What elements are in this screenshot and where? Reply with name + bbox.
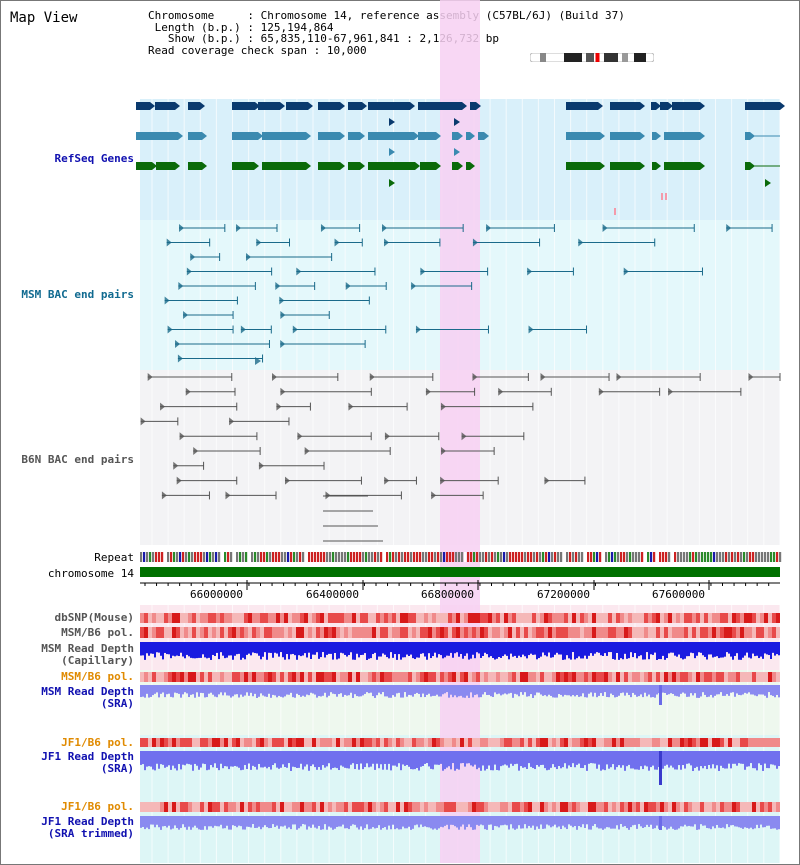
track-label-jf1-depth-sra: JF1 Read Depth (SRA) xyxy=(41,750,134,775)
axis-tick-label: 67600000 xyxy=(652,588,705,601)
track-label-b6n-bac: B6N BAC end pairs xyxy=(21,453,134,466)
track-label-msm-b6-pol: MSM/B6 pol. xyxy=(61,626,134,639)
axis-tick-label: 67200000 xyxy=(537,588,590,601)
region-info: Chromosome : Chromosome 14, reference as… xyxy=(148,10,625,56)
track-label-msm-depth-sra: MSM Read Depth (SRA) xyxy=(41,685,134,710)
axis-tick-label: 66800000 xyxy=(421,588,474,601)
track-label-chromosome: chromosome 14 xyxy=(47,567,134,580)
track-label-repeat: Repeat xyxy=(94,551,134,564)
page-title: Map View xyxy=(10,10,78,26)
track-label-dbsnp: dbSNP(Mouse) xyxy=(54,611,134,624)
track-label-jf1-depth-trimmed: JF1 Read Depth (SRA trimmed) xyxy=(41,815,134,840)
track-label-jf1-b6-pol-2: JF1/B6 pol. xyxy=(61,800,134,813)
track-label-msm-depth-capillary: MSM Read Depth (Capillary) xyxy=(41,642,134,667)
track-label-msm-b6-pol-2: MSM/B6 pol. xyxy=(61,670,134,683)
track-label-jf1-b6-pol: JF1/B6 pol. xyxy=(61,736,134,749)
coverage-label: Read coverage check span : 10,000 xyxy=(148,43,367,57)
chromosome-ideogram[interactable] xyxy=(530,53,654,62)
track-label-msm-bac: MSM BAC end pairs xyxy=(21,288,134,301)
axis-tick-label: 66000000 xyxy=(190,588,243,601)
axis-tick-label: 66400000 xyxy=(306,588,359,601)
track-label-refseq: RefSeq Genes xyxy=(54,152,134,165)
length-label: Length (b.p.) : 125,194,864 xyxy=(154,20,334,34)
